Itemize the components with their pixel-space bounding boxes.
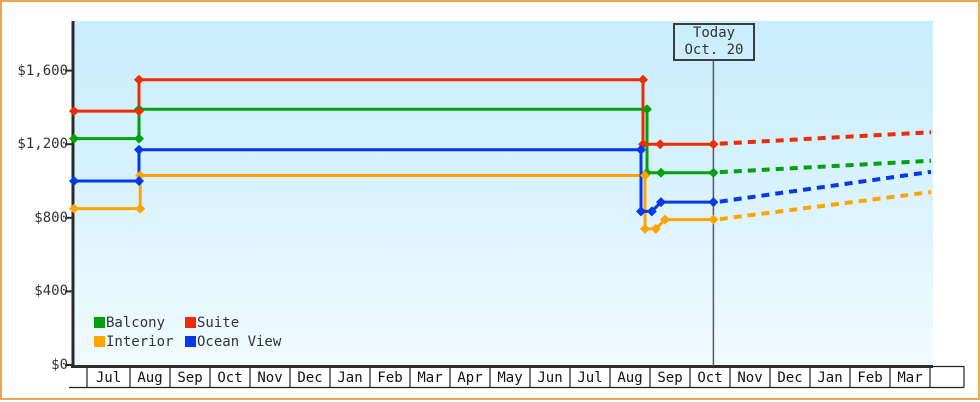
suite-color-swatch-icon	[185, 317, 196, 328]
data-point-ocean-view	[636, 144, 646, 155]
series-projection-suite	[719, 130, 932, 146]
series-lines-layer	[74, 78, 932, 231]
month-grid	[69, 366, 965, 389]
series-line-balcony	[74, 107, 714, 175]
y-tick-label: $1,200	[17, 136, 68, 153]
today-label: Today	[692, 25, 736, 41]
data-point-ocean-view	[646, 206, 657, 217]
data-point-balcony	[708, 167, 719, 178]
data-point-ocean-view	[69, 176, 79, 186]
data-point-ocean-view	[656, 197, 666, 208]
data-point-suite	[638, 74, 648, 85]
series-projection-ocean-view	[719, 169, 932, 204]
legend-label: Interior	[106, 333, 174, 350]
legend-item-suite: Suite	[185, 314, 281, 333]
data-point-suite	[708, 139, 719, 150]
series-projection-interior	[719, 190, 932, 222]
data-point-ocean-view	[134, 144, 144, 155]
y-tick-label: $400	[34, 283, 68, 300]
legend-item-balcony: Balcony	[94, 314, 185, 333]
legend-item-oceanview: Ocean View	[185, 333, 281, 352]
series-line-interior	[74, 173, 714, 231]
data-point-suite	[69, 106, 79, 117]
data-point-interior	[650, 223, 661, 234]
legend-item-interior: Interior	[94, 333, 185, 352]
data-point-balcony	[134, 133, 144, 144]
data-point-interior	[708, 214, 719, 225]
today-annotation-box: Today Oct. 20	[673, 23, 755, 61]
data-point-balcony	[656, 167, 666, 178]
legend-label: Balcony	[106, 315, 166, 331]
today-date-label: Oct. 20	[684, 42, 744, 58]
y-tick-label: $1,600	[17, 62, 68, 79]
balcony-color-swatch-icon	[94, 317, 105, 328]
data-point-suite	[134, 106, 144, 117]
data-point-interior	[69, 203, 79, 214]
interior-color-swatch-icon	[94, 335, 105, 347]
data-point-interior	[640, 170, 650, 181]
series-markers-layer	[69, 74, 719, 234]
data-point-balcony	[642, 104, 652, 115]
ocean-view-color-swatch-icon	[185, 335, 196, 347]
y-tick-label: $800	[34, 209, 68, 226]
series-line-ocean-view	[74, 148, 714, 213]
data-point-interior	[660, 214, 670, 225]
data-point-ocean-view	[134, 176, 144, 186]
series-projection-balcony	[719, 158, 932, 175]
axes	[65, 21, 964, 368]
data-point-suite	[655, 139, 666, 150]
data-point-suite	[134, 74, 144, 85]
series-line-suite	[74, 78, 714, 146]
data-point-balcony	[69, 133, 79, 144]
chart-legend: Balcony Suite Interior Ocean View	[94, 314, 281, 351]
data-point-interior	[640, 223, 650, 234]
data-point-interior	[135, 203, 146, 214]
legend-label: Suite	[197, 315, 240, 331]
data-point-ocean-view	[708, 197, 719, 208]
y-tick-label: $0	[51, 357, 68, 373]
legend-label: Ocean View	[197, 333, 282, 350]
data-point-ocean-view	[636, 206, 646, 217]
